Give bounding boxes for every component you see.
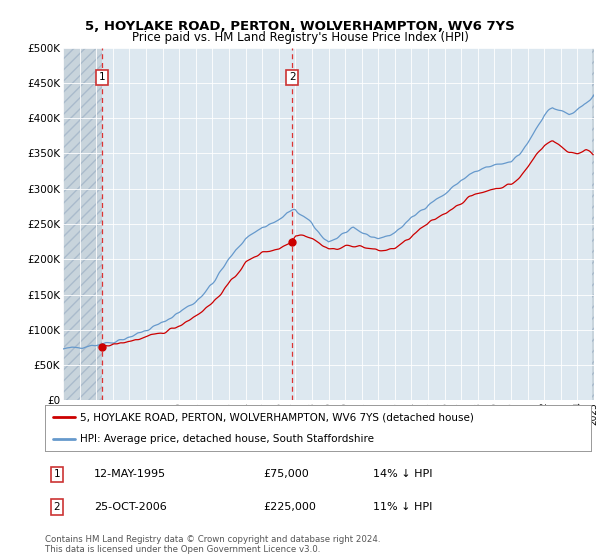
Text: 25-OCT-2006: 25-OCT-2006 [94,502,167,512]
Text: £225,000: £225,000 [263,502,316,512]
Text: Price paid vs. HM Land Registry's House Price Index (HPI): Price paid vs. HM Land Registry's House … [131,31,469,44]
Text: 11% ↓ HPI: 11% ↓ HPI [373,502,432,512]
Text: 12-MAY-1995: 12-MAY-1995 [94,469,166,479]
Text: 5, HOYLAKE ROAD, PERTON, WOLVERHAMPTON, WV6 7YS: 5, HOYLAKE ROAD, PERTON, WOLVERHAMPTON, … [85,20,515,32]
Bar [63,48,102,400]
Text: 14% ↓ HPI: 14% ↓ HPI [373,469,432,479]
Text: HPI: Average price, detached house, South Staffordshire: HPI: Average price, detached house, Sout… [80,435,374,444]
Text: 1: 1 [99,72,106,82]
Text: 2: 2 [289,72,295,82]
Bar [592,48,594,400]
Text: Contains HM Land Registry data © Crown copyright and database right 2024.
This d: Contains HM Land Registry data © Crown c… [45,535,380,554]
Text: 2: 2 [53,502,61,512]
Text: 5, HOYLAKE ROAD, PERTON, WOLVERHAMPTON, WV6 7YS (detached house): 5, HOYLAKE ROAD, PERTON, WOLVERHAMPTON, … [80,412,475,422]
Text: 1: 1 [53,469,61,479]
Text: £75,000: £75,000 [263,469,309,479]
